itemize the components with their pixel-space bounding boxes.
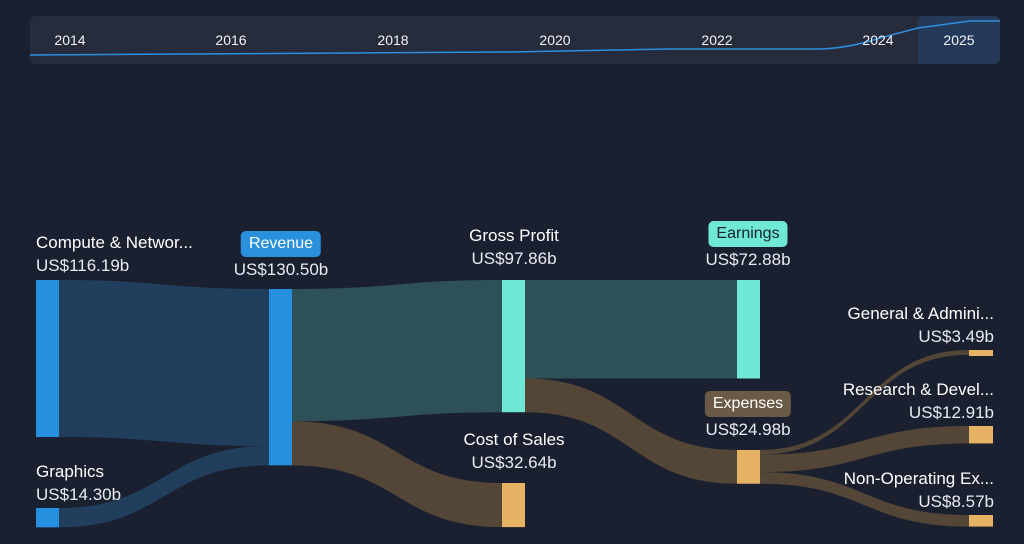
node-bar-earnings [737, 280, 760, 379]
label-expenses: Expenses US$24.98b [704, 391, 792, 440]
label-expenses-value: US$24.98b [705, 420, 791, 439]
label-general-admin: General & Admini... US$3.49b [848, 304, 994, 347]
node-bar-nonop [969, 515, 993, 527]
label-graphics-name: Graphics [36, 462, 105, 481]
node-bar-cos [502, 483, 525, 528]
node-bar-revenue [269, 289, 292, 466]
node-bar-ga [969, 350, 993, 356]
label-research-dev: Research & Devel... US$12.91b [843, 380, 994, 423]
year-2025[interactable]: 2025 [943, 32, 975, 48]
label-earnings-value: US$72.88b [705, 250, 791, 269]
node-bar-expenses [737, 450, 760, 484]
label-general-admin-value: US$3.49b [918, 327, 994, 346]
label-research-dev-value: US$12.91b [908, 403, 994, 422]
year-timeline[interactable]: 2014 2016 2018 2020 2022 2024 2025 [30, 16, 1000, 64]
flow-gross-to-earnings [525, 280, 737, 379]
label-cost-of-sales-value: US$32.64b [471, 453, 557, 472]
year-2024[interactable]: 2024 [862, 32, 894, 48]
label-earnings: Earnings US$72.88b [705, 221, 791, 270]
node-bar-graphics [36, 508, 59, 528]
label-compute-value: US$116.19b [36, 256, 130, 275]
label-non-operating-name: Non-Operating Ex... [843, 469, 994, 488]
flow-expenses-to-nonop [760, 472, 969, 527]
label-cost-of-sales: Cost of Sales US$32.64b [463, 430, 564, 473]
year-2022[interactable]: 2022 [701, 32, 733, 48]
label-gross-profit: Gross Profit US$97.86b [469, 226, 559, 269]
flow-revenue-to-cos [292, 421, 502, 528]
label-compute: Compute & Networ... US$116.19b [36, 233, 193, 276]
label-gross-profit-value: US$97.86b [471, 249, 557, 268]
expenses-badge: Expenses [704, 391, 792, 417]
label-research-dev-name: Research & Devel... [842, 380, 994, 399]
label-graphics-value: US$14.30b [36, 485, 122, 504]
node-bar-compute [36, 280, 59, 437]
label-compute-name: Compute & Networ... [36, 233, 193, 252]
label-non-operating: Non-Operating Ex... US$8.57b [844, 469, 994, 512]
label-cost-of-sales-name: Cost of Sales [463, 430, 565, 449]
selected-year-highlight[interactable] [918, 16, 1000, 64]
earnings-badge: Earnings [708, 221, 788, 247]
year-2018[interactable]: 2018 [377, 32, 409, 48]
revenue-badge: Revenue [240, 231, 322, 257]
node-bar-gross [502, 280, 525, 413]
node-bar-rd [969, 426, 993, 444]
year-2014[interactable]: 2014 [54, 32, 86, 48]
year-2020[interactable]: 2020 [539, 32, 571, 48]
year-2016[interactable]: 2016 [215, 32, 247, 48]
flow-expenses-to-rd [760, 426, 969, 473]
label-general-admin-name: General & Admini... [847, 304, 994, 323]
flow-graphics-to-revenue [59, 446, 269, 528]
label-non-operating-value: US$8.57b [918, 492, 994, 511]
sankey-flows [59, 280, 969, 528]
revenue-trend-line [30, 20, 1000, 56]
label-revenue: Revenue US$130.50b [233, 231, 329, 280]
sankey-nodes [36, 280, 993, 528]
flow-gross-to-expenses [525, 378, 737, 484]
flow-compute-to-revenue [59, 280, 269, 446]
flow-expenses-to-ga [760, 350, 969, 455]
label-graphics: Graphics US$14.30b [36, 462, 121, 505]
flow-revenue-to-gross [292, 280, 502, 422]
label-revenue-value: US$130.50b [233, 260, 329, 279]
trend-line-path [30, 20, 1000, 56]
label-gross-profit-name: Gross Profit [469, 226, 559, 245]
